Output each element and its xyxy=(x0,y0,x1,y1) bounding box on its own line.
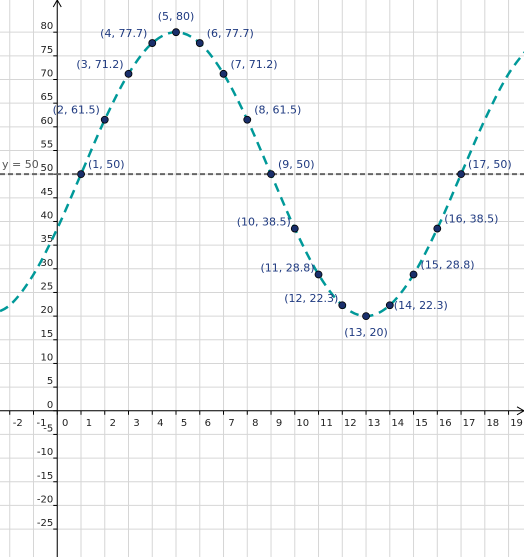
point-label: (4, 77.7) xyxy=(100,27,147,40)
x-tick-label: 10 xyxy=(296,418,309,429)
x-tick-label: 8 xyxy=(252,418,258,429)
point xyxy=(219,69,228,78)
y-tick-label: -25 xyxy=(37,518,53,529)
y-tick-label: -5 xyxy=(43,423,53,434)
point-label: (6, 77.7) xyxy=(207,27,254,40)
y-tick-label: 40 xyxy=(41,210,54,221)
point xyxy=(148,39,157,47)
y-tick-label: 65 xyxy=(41,92,54,103)
y-tick-label: 75 xyxy=(41,45,54,56)
point-label: (14, 22.3) xyxy=(394,299,448,312)
x-axis-arrow xyxy=(516,406,524,416)
x-tick-label: 18 xyxy=(486,418,499,429)
y-tick-label: 45 xyxy=(41,187,54,198)
y-tick-label: 70 xyxy=(41,69,54,80)
x-tick-label: 19 xyxy=(510,418,523,429)
y-tick-label: 50 xyxy=(41,163,54,174)
x-tick-label: 15 xyxy=(415,418,428,429)
x-tick-label: 14 xyxy=(391,418,404,429)
x-tick-label: 1 xyxy=(86,418,92,429)
x-tick-label: 16 xyxy=(439,418,452,429)
x-tick-label: 6 xyxy=(205,418,211,429)
point xyxy=(338,301,347,310)
point-label: (5, 80) xyxy=(158,10,195,23)
point-label: (1, 50) xyxy=(88,158,125,171)
point xyxy=(100,115,109,124)
point xyxy=(172,28,180,37)
point-label: (10, 38.5) xyxy=(237,216,291,229)
point xyxy=(385,301,394,310)
x-tick-label: 12 xyxy=(344,418,357,429)
x-tick-label: 11 xyxy=(320,418,333,429)
x-tick-label: 2 xyxy=(110,418,116,429)
point xyxy=(362,312,370,321)
point xyxy=(195,39,204,47)
y-tick-label: 25 xyxy=(41,281,54,292)
point-label: (11, 28.8) xyxy=(260,261,314,274)
y-tick-label: -10 xyxy=(37,447,53,458)
reference-label: y = 50 xyxy=(2,158,39,171)
point-label: (12, 22.3) xyxy=(284,292,338,305)
point xyxy=(77,170,85,179)
x-tick-label: 4 xyxy=(157,418,163,429)
y-tick-label: 30 xyxy=(41,258,54,269)
x-tick-label: 5 xyxy=(181,418,187,429)
x-tick-label: -1 xyxy=(37,418,47,429)
x-tick-label: 17 xyxy=(463,418,476,429)
x-tick-label: 9 xyxy=(276,418,282,429)
point-label: (9, 50) xyxy=(278,158,315,171)
point-label: (13, 20) xyxy=(344,326,388,339)
point-label: (16, 38.5) xyxy=(444,213,498,226)
curve xyxy=(0,30,524,318)
x-tick-label: 13 xyxy=(368,418,381,429)
x-tick-label: 3 xyxy=(133,418,139,429)
point-label: (2, 61.5) xyxy=(53,104,100,117)
point-label: (3, 71.2) xyxy=(76,58,123,71)
y-tick-label: 60 xyxy=(41,116,54,127)
y-tick-label: 55 xyxy=(41,139,54,150)
y-axis-arrow xyxy=(52,0,62,8)
y-tick-label: 35 xyxy=(41,234,54,245)
point xyxy=(457,170,465,179)
y-tick-label: 0 xyxy=(47,400,53,411)
y-tick-label: 10 xyxy=(41,352,54,363)
point-label: (7, 71.2) xyxy=(231,58,278,71)
y-tick-label: 80 xyxy=(41,21,54,32)
point xyxy=(267,170,275,179)
point-label: (15, 28.8) xyxy=(421,258,475,271)
point-label: (8, 61.5) xyxy=(254,104,301,117)
y-tick-label: -15 xyxy=(37,471,53,482)
point xyxy=(409,270,418,279)
y-tick-label: 20 xyxy=(41,305,54,316)
point xyxy=(290,224,299,233)
point xyxy=(433,224,442,233)
point-label: (17, 50) xyxy=(468,158,512,171)
y-tick-label: 5 xyxy=(47,376,53,387)
y-tick-label: -20 xyxy=(37,494,53,505)
point xyxy=(124,69,133,78)
point xyxy=(243,115,252,124)
x-tick-label: 0 xyxy=(62,418,68,429)
x-tick-label: -2 xyxy=(13,418,23,429)
point xyxy=(314,270,323,279)
y-tick-label: 15 xyxy=(41,329,54,340)
x-tick-label: 7 xyxy=(228,418,234,429)
